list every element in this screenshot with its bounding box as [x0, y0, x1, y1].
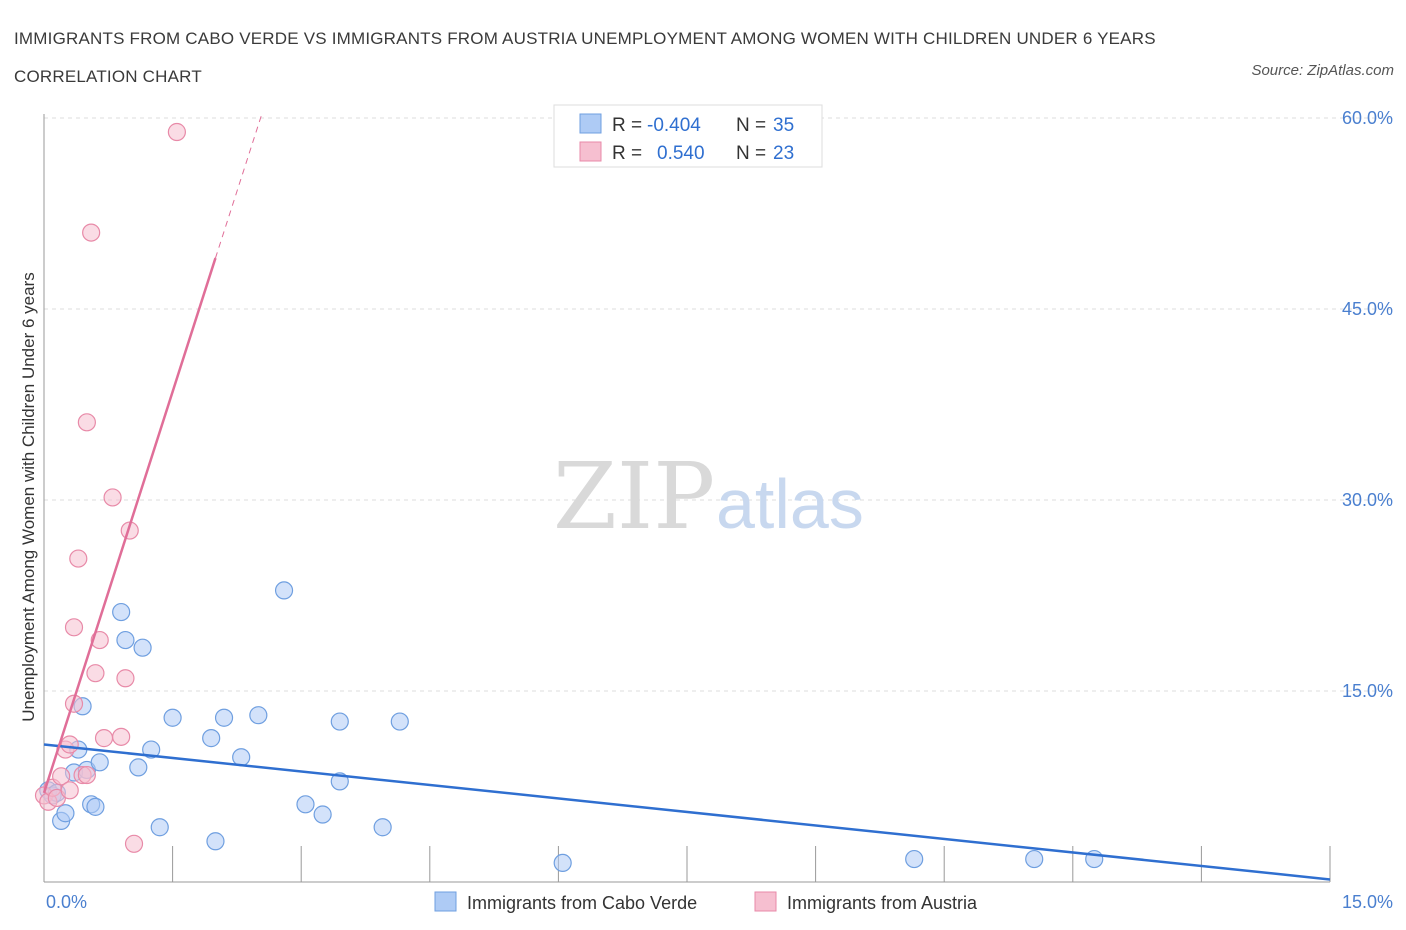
austria-point-19	[112, 727, 131, 746]
austria-point-12	[77, 765, 96, 785]
legend-r-label-pink: R =	[612, 143, 642, 164]
austria-point-23	[167, 122, 186, 142]
y-tick-label-0: 15.0%	[1342, 681, 1393, 701]
series-legend: Immigrants from Cabo Verde Immigrants fr…	[434, 891, 978, 913]
y-tick-label-1: 30.0%	[1342, 490, 1393, 510]
series-legend-label-austria: Immigrants from Austria	[787, 893, 978, 913]
chart-title: IMMIGRANTS FROM CABO VERDE VS IMMIGRANTS…	[14, 29, 1156, 86]
austria-point-10	[69, 549, 88, 568]
austria-point-9	[64, 618, 84, 637]
austria-point-15	[86, 664, 105, 683]
cabo-verde-point-26	[313, 805, 332, 824]
series-cabo-verde-points	[39, 581, 1104, 873]
cabo-verde-point-11	[90, 753, 109, 772]
x-tick-label-min: 0.0%	[46, 892, 87, 912]
legend-swatch-blue	[579, 113, 602, 134]
austria-point-18	[103, 488, 122, 507]
cabo-verde-point-10	[86, 797, 105, 816]
cabo-verde-point-19	[202, 729, 221, 748]
cabo-verde-point-30	[390, 712, 409, 731]
gridlines	[44, 117, 1392, 692]
y-axis-label: Unemployment Among Women with Children U…	[19, 272, 38, 721]
cabo-verde-point-17	[150, 818, 169, 837]
cabo-verde-point-15	[133, 638, 152, 657]
y-tick-labels: 15.0% 30.0% 45.0% 60.0%	[1342, 108, 1393, 701]
series-legend-label-cabo-verde: Immigrants from Cabo Verde	[467, 893, 697, 913]
cabo-verde-point-22	[232, 748, 251, 767]
cabo-verde-point-20	[206, 832, 225, 851]
legend-r-value-blue: -0.404	[647, 115, 701, 136]
watermark-zip: ZIP	[553, 443, 715, 550]
trendlines	[42, 111, 1331, 881]
series-legend-swatch-austria	[754, 891, 777, 912]
legend-n-label-blue: N =	[736, 115, 766, 136]
trendline-austria-extension	[214, 111, 264, 259]
cabo-verde-point-13	[116, 630, 135, 650]
y-tick-label-2: 45.0%	[1342, 299, 1393, 319]
correlation-legend: R = -0.404 N = 35 R = 0.540 N = 23	[553, 104, 823, 168]
austria-point-17	[94, 729, 114, 748]
legend-n-value-pink: 23	[773, 143, 794, 164]
austria-point-22	[124, 834, 144, 853]
cabo-verde-point-27	[330, 712, 349, 731]
trendline-austria	[42, 257, 217, 794]
cabo-verde-point-31	[553, 853, 572, 873]
austria-point-13	[77, 413, 96, 432]
cabo-verde-point-12	[112, 602, 131, 622]
cabo-verde-point-14	[129, 758, 148, 777]
cabo-verde-point-25	[296, 795, 315, 814]
legend-swatch-pink	[579, 141, 602, 162]
cabo-verde-point-16	[142, 740, 161, 759]
series-austria-points	[34, 122, 186, 853]
cabo-verde-point-21	[214, 708, 234, 727]
y-tick-label-3: 60.0%	[1342, 108, 1393, 128]
austria-point-14	[82, 223, 101, 242]
legend-r-value-pink: 0.540	[657, 143, 705, 164]
cabo-verde-point-32	[905, 849, 924, 869]
watermark: ZIP atlas	[553, 443, 864, 550]
cabo-verde-point-18	[163, 708, 182, 727]
legend-r-label-blue: R =	[612, 115, 642, 136]
watermark-atlas: atlas	[716, 465, 864, 543]
x-tick-label-max: 15.0%	[1342, 892, 1393, 912]
cabo-verde-point-4	[56, 804, 75, 823]
cabo-verde-point-29	[373, 818, 392, 837]
cabo-verde-point-23	[249, 706, 268, 725]
austria-point-6	[60, 735, 79, 754]
austria-point-20	[116, 669, 135, 688]
trendline-cabo-verde	[43, 743, 1331, 881]
austria-point-7	[60, 781, 79, 800]
source-note: Source: ZipAtlas.com	[1251, 62, 1394, 79]
legend-n-label-pink: N =	[736, 143, 766, 164]
series-legend-swatch-cabo-verde	[434, 891, 457, 912]
legend-n-value-blue: 35	[773, 115, 794, 136]
cabo-verde-point-33	[1025, 849, 1044, 869]
austria-point-4	[52, 767, 71, 786]
x-axis-ticks	[172, 846, 1331, 882]
cabo-verde-point-24	[274, 581, 294, 600]
